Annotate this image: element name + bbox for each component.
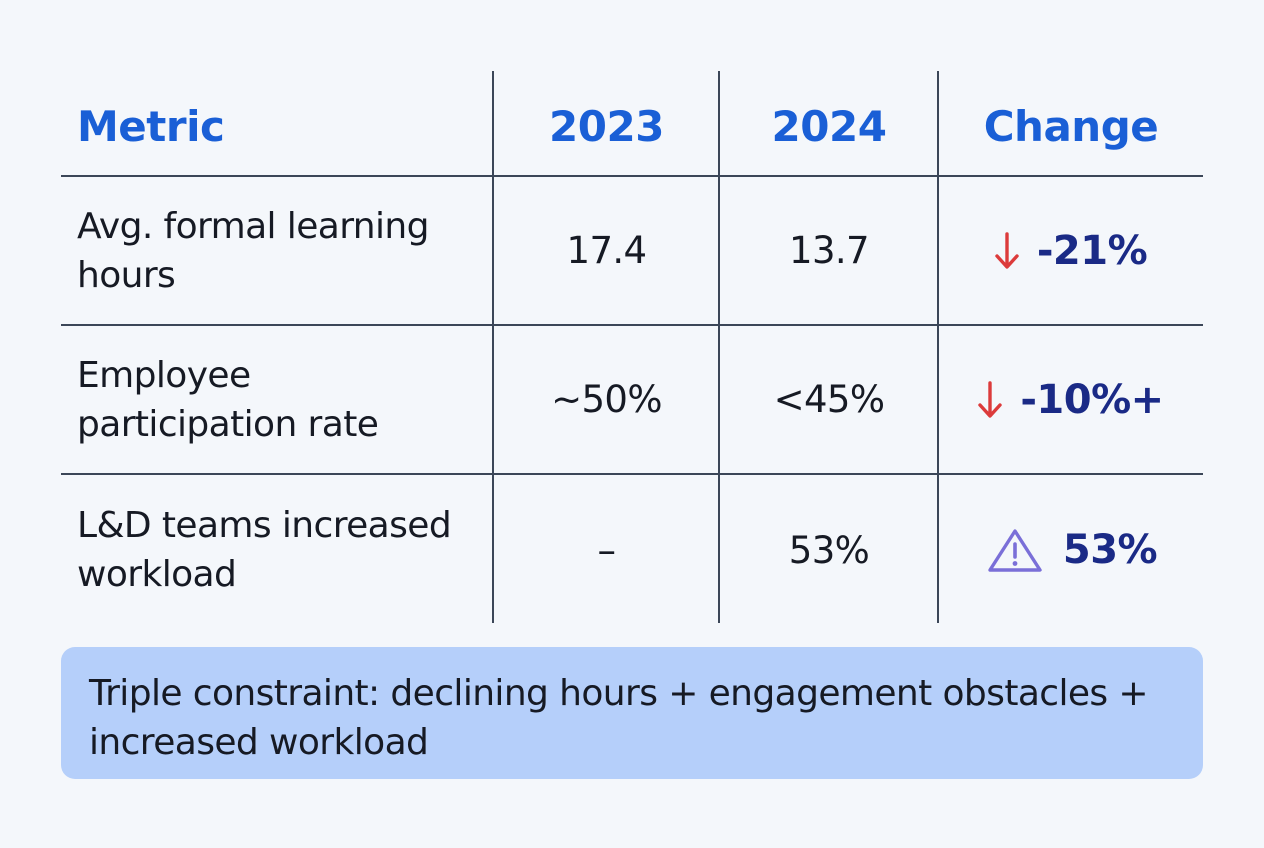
table-row-1-metric: Avg. formal learning hours: [77, 205, 429, 296]
row-divider-2: [61, 473, 1203, 475]
table-row-3-2024: 53%: [788, 528, 870, 572]
table-row-1-2024: 13.7: [789, 229, 870, 272]
header-change: Change: [983, 101, 1159, 151]
column-divider-2: [718, 71, 720, 623]
table-row-2-metric: Employee participation rate: [77, 354, 379, 445]
arrow-down-icon: [978, 380, 1003, 418]
table-row-2-change: -10%+: [939, 326, 1203, 473]
change-value: 53%: [1062, 527, 1158, 573]
header-2024: 2024: [771, 101, 887, 151]
table-row-1-2023: 17.4: [566, 229, 648, 272]
change-value: -10%+: [1020, 376, 1164, 423]
warning-icon: [988, 529, 1042, 572]
header-metric: Metric: [77, 101, 225, 151]
change-value: -21%: [1036, 227, 1148, 274]
table-row-1-change: -21%: [939, 177, 1203, 324]
header-2023: 2023: [549, 101, 664, 151]
header-divider: [61, 175, 1203, 177]
table-row-2-2024: <45%: [773, 378, 885, 421]
table-row-3-2023: –: [597, 528, 617, 572]
table-row-3-change: 53%: [939, 475, 1203, 625]
summary-callout: Triple constraint: declining hours + eng…: [61, 647, 1203, 779]
arrow-down-icon: [995, 231, 1019, 269]
table-row-2-2023: ~50%: [551, 378, 662, 421]
column-divider-3: [937, 71, 939, 623]
table-row-3-metric: L&D teams increased workload: [77, 505, 452, 595]
column-divider-1: [492, 71, 494, 623]
row-divider-1: [61, 324, 1203, 326]
